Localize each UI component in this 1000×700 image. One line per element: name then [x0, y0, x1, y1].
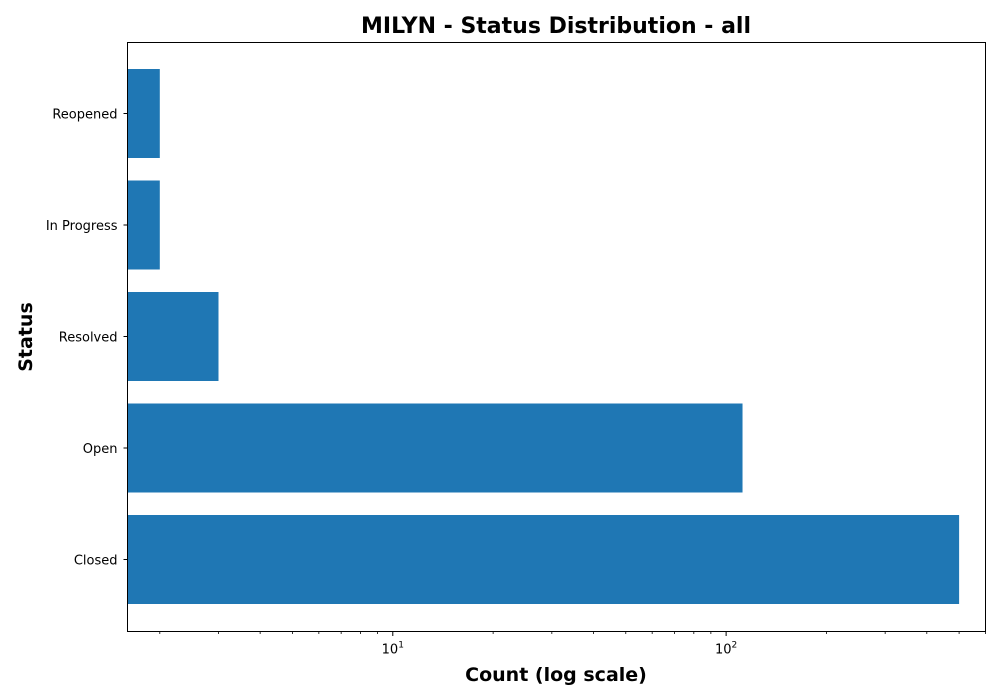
x-axis-label: Count (log scale)	[465, 664, 647, 686]
bar-in-progress	[128, 181, 160, 270]
y-tick-label-in-progress: In Progress	[46, 219, 118, 234]
bar-resolved	[128, 292, 219, 381]
bar-closed	[128, 515, 960, 604]
bar-reopened	[128, 69, 160, 158]
y-tick-label-reopened: Reopened	[52, 108, 117, 123]
x-tick-label: 102	[715, 641, 737, 658]
bar-open	[128, 404, 743, 493]
y-axis-label: Status	[15, 302, 37, 372]
chart-title: MILYN - Status Distribution - all	[361, 14, 751, 39]
y-axis-ticks: Closed Open Resolved In Progress Reopened	[46, 108, 128, 569]
y-tick-label-resolved: Resolved	[59, 331, 118, 346]
y-tick-label-closed: Closed	[74, 554, 118, 569]
y-tick-label-open: Open	[83, 442, 118, 457]
bars-group	[128, 69, 960, 604]
x-tick-label: 101	[382, 641, 404, 658]
x-axis-ticks: 101 102	[160, 632, 986, 658]
